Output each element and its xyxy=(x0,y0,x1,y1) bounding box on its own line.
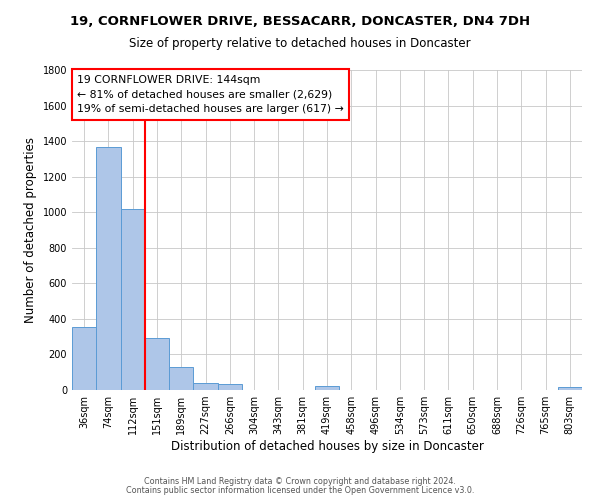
Text: Contains public sector information licensed under the Open Government Licence v3: Contains public sector information licen… xyxy=(126,486,474,495)
Text: Contains HM Land Registry data © Crown copyright and database right 2024.: Contains HM Land Registry data © Crown c… xyxy=(144,477,456,486)
Bar xyxy=(315,386,339,390)
Text: 19 CORNFLOWER DRIVE: 144sqm
← 81% of detached houses are smaller (2,629)
19% of : 19 CORNFLOWER DRIVE: 144sqm ← 81% of det… xyxy=(77,75,344,114)
Y-axis label: Number of detached properties: Number of detached properties xyxy=(24,137,37,323)
Bar xyxy=(145,338,169,390)
Bar xyxy=(558,388,582,390)
Bar xyxy=(169,367,193,390)
X-axis label: Distribution of detached houses by size in Doncaster: Distribution of detached houses by size … xyxy=(170,440,484,453)
Bar xyxy=(193,383,218,390)
Bar xyxy=(96,148,121,390)
Bar xyxy=(121,208,145,390)
Text: Size of property relative to detached houses in Doncaster: Size of property relative to detached ho… xyxy=(129,38,471,51)
Text: 19, CORNFLOWER DRIVE, BESSACARR, DONCASTER, DN4 7DH: 19, CORNFLOWER DRIVE, BESSACARR, DONCAST… xyxy=(70,15,530,28)
Bar xyxy=(72,327,96,390)
Bar xyxy=(218,384,242,390)
